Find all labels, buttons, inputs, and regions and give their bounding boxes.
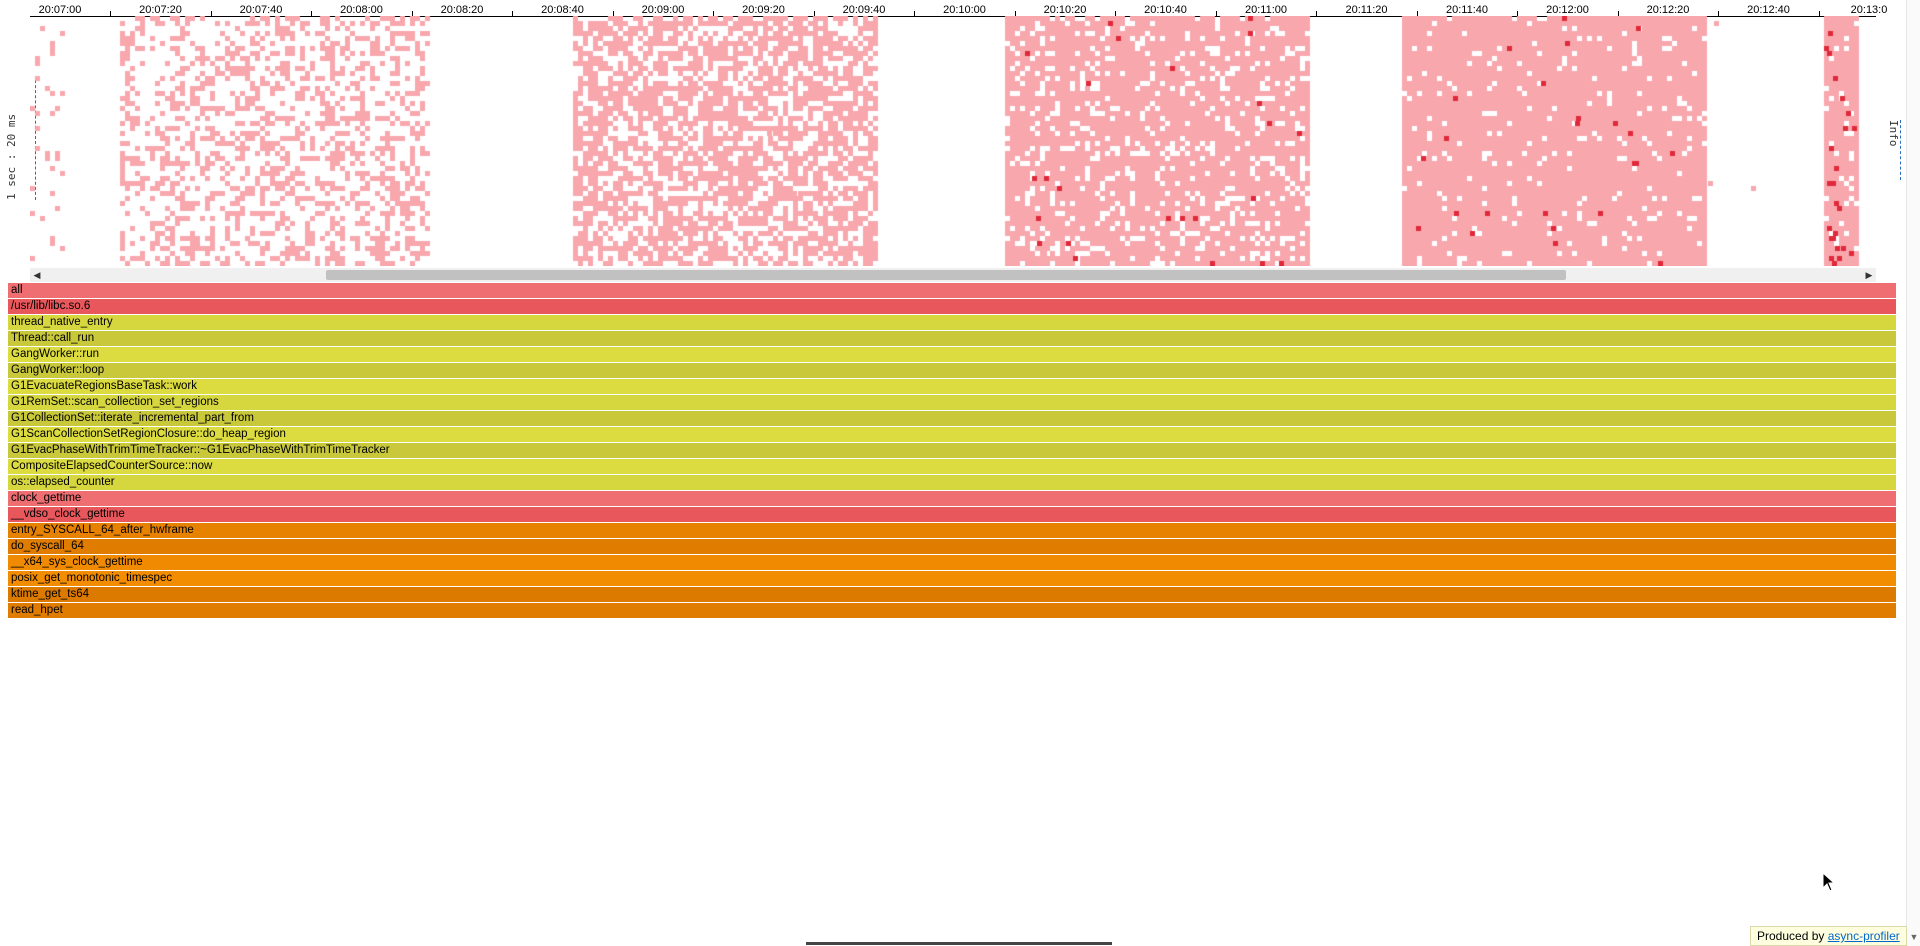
flame-frame[interactable]: G1EvacPhaseWithTrimTimeTracker::~G1EvacP… xyxy=(8,443,1896,458)
time-tick-mark xyxy=(1416,11,1418,16)
time-tick-mark xyxy=(512,11,513,16)
time-tick-mark xyxy=(1517,11,1518,16)
info-label[interactable]: Info xyxy=(1880,120,1901,180)
time-tick-mark xyxy=(311,11,312,16)
time-tick-label: 20:11:40 xyxy=(1445,4,1489,16)
time-tick-mark xyxy=(1617,11,1619,16)
time-tick-mark xyxy=(110,11,111,16)
time-tick-label: 20:11:00 xyxy=(1244,4,1288,16)
time-tick-label: 20:12:20 xyxy=(1646,4,1690,16)
time-tick-label: 20:08:00 xyxy=(340,4,383,16)
flame-frame[interactable]: os::elapsed_counter xyxy=(8,475,1896,490)
time-tick-mark xyxy=(411,11,413,16)
flame-frame[interactable]: all xyxy=(8,283,1896,298)
vertical-scrollbar[interactable]: ▼ xyxy=(1906,0,1920,946)
time-tick-label: 20:10:40 xyxy=(1144,4,1187,16)
time-tick-label: 20:12:40 xyxy=(1747,4,1790,16)
flame-frame[interactable]: clock_gettime xyxy=(8,491,1896,506)
time-tick-label: 20:13:0 xyxy=(1850,4,1888,16)
time-tick-mark xyxy=(612,11,614,16)
flame-frame[interactable]: do_syscall_64 xyxy=(8,539,1896,554)
scroll-left-icon[interactable]: ◀ xyxy=(33,270,41,280)
scrollbar-thumb[interactable] xyxy=(326,270,1566,280)
flame-frame[interactable]: Thread::call_run xyxy=(8,331,1896,346)
time-tick-mark xyxy=(713,11,714,16)
produced-by-badge: Produced by async-profiler xyxy=(1750,926,1907,946)
timeline-panel: 1 sec : 20 ms 20:07:00 20:07:20 20:07:40 20… xyxy=(0,0,1920,285)
flame-frame[interactable]: thread_native_entry xyxy=(8,315,1896,330)
mouse-cursor-icon xyxy=(1822,872,1836,892)
time-tick-mark xyxy=(210,11,212,16)
time-tick-mark xyxy=(1818,11,1820,16)
horizontal-scrollbar[interactable]: ◀ ▶ xyxy=(30,268,1876,282)
flame-frame[interactable]: __vdso_clock_gettime xyxy=(8,507,1896,522)
flame-frame[interactable]: GangWorker::run xyxy=(8,347,1896,362)
time-tick-label: 20:11:20 xyxy=(1345,4,1388,16)
scroll-right-icon[interactable]: ▶ xyxy=(1865,270,1873,280)
time-tick-label: 20:08:40 xyxy=(541,4,584,16)
flame-frame[interactable]: posix_get_monotonic_timespec xyxy=(8,571,1896,586)
time-tick-mark xyxy=(914,11,915,16)
flame-frame[interactable]: CompositeElapsedCounterSource::now xyxy=(8,459,1896,474)
bottom-scroll-indicator xyxy=(806,942,1112,945)
flame-frame[interactable]: __x64_sys_clock_gettime xyxy=(8,555,1896,570)
time-tick-label: 20:09:20 xyxy=(742,4,785,16)
time-tick-label: 20:07:40 xyxy=(239,4,283,16)
time-tick-label: 20:08:20 xyxy=(440,4,484,16)
flame-frame[interactable]: read_hpet xyxy=(8,603,1896,618)
time-tick-label: 20:09:40 xyxy=(842,4,886,16)
flame-frame[interactable]: G1EvacuateRegionsBaseTask::work xyxy=(8,379,1896,394)
time-tick-mark xyxy=(1718,11,1719,16)
flame-frame[interactable]: GangWorker::loop xyxy=(8,363,1896,378)
time-tick-label: 20:09:00 xyxy=(641,4,685,16)
time-tick-mark xyxy=(1316,11,1317,16)
time-tick-label: 20:07:20 xyxy=(139,4,182,16)
time-tick-mark xyxy=(1215,11,1217,16)
flame-graph: all/usr/lib/libc.so.6 thread_native_entry… xyxy=(8,283,1896,619)
time-tick-label: 20:10:00 xyxy=(943,4,986,16)
time-tick-label: 20:12:00 xyxy=(1546,4,1589,16)
heatmap-canvas[interactable] xyxy=(30,16,1876,266)
time-tick-label: 20:07:00 xyxy=(38,4,82,16)
time-tick-mark xyxy=(1115,11,1116,16)
async-profiler-link[interactable]: async-profiler xyxy=(1827,929,1900,943)
flame-frame[interactable]: G1CollectionSet::iterate_incremental_par… xyxy=(8,411,1896,426)
flame-frame[interactable]: entry_SYSCALL_64_after_hwframe xyxy=(8,523,1896,538)
time-tick-mark xyxy=(1014,11,1016,16)
produced-by-text: Produced by xyxy=(1757,929,1828,943)
sample-heatmap[interactable] xyxy=(30,16,1876,266)
scroll-down-icon[interactable]: ▼ xyxy=(1909,932,1919,942)
flame-frame[interactable]: ktime_get_ts64 xyxy=(8,587,1896,602)
time-axis: 20:07:00 20:07:20 20:07:40 20:08:00 20:08:20… xyxy=(30,0,1920,17)
time-tick-mark xyxy=(813,11,815,16)
flame-frame[interactable]: G1ScanCollectionSetRegionClosure::do_hea… xyxy=(8,427,1896,442)
flame-frame[interactable]: /usr/lib/libc.so.6 xyxy=(8,299,1896,314)
flame-frame[interactable]: G1RemSet::scan_collection_set_regions xyxy=(8,395,1896,410)
time-tick-label: 20:10:20 xyxy=(1043,4,1087,16)
